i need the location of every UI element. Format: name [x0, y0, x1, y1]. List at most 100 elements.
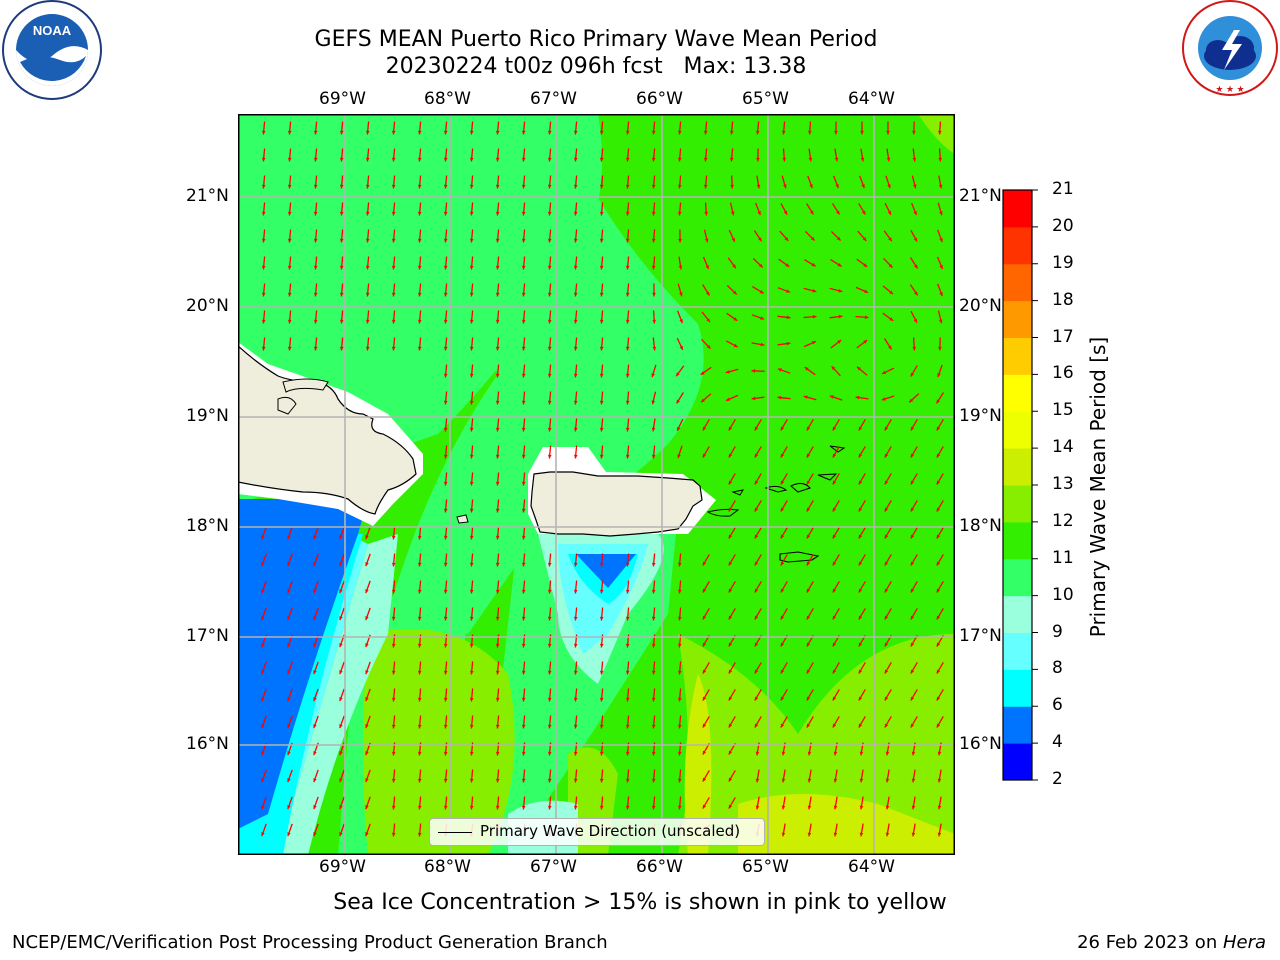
lon-label-top: 69°W — [319, 89, 366, 109]
wave-direction-arrowhead — [573, 427, 578, 432]
wave-direction-arrowhead — [884, 588, 889, 593]
wave-direction-arrowhead — [547, 238, 552, 243]
wave-direction-arrowhead — [884, 615, 889, 620]
wave-direction-arrowhead — [858, 534, 863, 539]
wave-direction-arrowhead — [886, 157, 891, 162]
wave-direction-arrowhead — [911, 805, 916, 810]
wave-direction-arrowhead — [812, 315, 817, 319]
wave-direction-arrowhead — [391, 211, 396, 216]
wave-direction-arrowhead — [651, 562, 656, 567]
wave-direction-arrowhead — [573, 346, 578, 351]
wave-direction-arrowhead — [495, 805, 500, 810]
wave-direction-arrowhead — [521, 616, 526, 621]
wave-direction-arrowhead — [417, 292, 422, 297]
wave-direction-arrowhead — [832, 723, 837, 728]
wave-direction-arrowhead — [365, 562, 369, 567]
wave-direction-arrowhead — [855, 395, 860, 400]
wave-direction-arrowhead — [835, 184, 839, 189]
colorbar-segment — [1003, 374, 1032, 412]
wave-direction-arrowhead — [469, 481, 474, 486]
wave-direction-arrowhead — [651, 589, 656, 594]
wave-direction-arrowhead — [261, 616, 265, 621]
wave-direction-arrowhead — [884, 723, 889, 728]
wave-direction-arrowhead — [911, 832, 916, 837]
wave-direction-arrowhead — [679, 345, 683, 350]
wave-direction-arrowhead — [910, 561, 915, 566]
wave-direction-arrowhead — [521, 130, 526, 135]
wave-direction-arrowhead — [521, 778, 526, 783]
wave-direction-arrowhead — [832, 480, 837, 485]
wave-direction-arrowhead — [261, 643, 265, 648]
colorbar-segment — [1003, 190, 1032, 228]
colorbar-segment — [1003, 300, 1032, 339]
wave-direction-arrowhead — [677, 805, 682, 810]
wave-direction-arrowhead — [495, 427, 500, 432]
wave-direction-arrowhead — [651, 643, 656, 648]
wave-direction-arrowhead — [702, 588, 707, 593]
wave-direction-arrowhead — [495, 292, 500, 297]
wave-direction-arrowhead — [889, 317, 894, 321]
wave-direction-arrowhead — [806, 615, 811, 620]
island-outline — [456, 514, 469, 524]
wave-direction-arrowhead — [495, 778, 500, 783]
wave-direction-arrowhead — [937, 805, 942, 810]
wave-direction-arrowhead — [469, 508, 474, 513]
wave-direction-arrowhead — [781, 805, 786, 810]
field-12-13 — [918, 114, 955, 154]
wave-direction-arrowhead — [782, 157, 786, 162]
wave-direction-arrowhead — [701, 398, 705, 403]
wave-direction-arrowhead — [832, 453, 837, 458]
wave-direction-arrowhead — [573, 238, 578, 243]
wave-direction-arrowhead — [417, 157, 422, 162]
wave-direction-arrowhead — [755, 805, 760, 810]
wave-direction-arrowhead — [287, 535, 291, 540]
wave-direction-arrowhead — [677, 130, 682, 135]
wave-direction-arrowhead — [910, 696, 915, 701]
wave-direction-arrowhead — [521, 697, 526, 702]
wave-direction-arrowhead — [625, 319, 630, 324]
wave-direction-arrowhead — [573, 265, 578, 270]
chart-title-line1: GEFS MEAN Puerto Rico Primary Wave Mean … — [314, 27, 878, 52]
field-4-6 — [576, 554, 636, 588]
wave-direction-arrowhead — [287, 697, 291, 702]
wave-direction-arrowhead — [339, 238, 344, 243]
wave-direction-arrowhead — [858, 588, 863, 593]
wave-direction-arrowhead — [625, 562, 630, 567]
wave-direction-arrowhead — [391, 157, 396, 162]
wave-direction-arrowhead — [888, 263, 893, 268]
wave-direction-arrowhead — [706, 344, 711, 349]
wave-direction-arrowhead — [521, 238, 526, 243]
wave-direction-arrowhead — [599, 373, 604, 378]
wave-direction-arrowhead — [287, 157, 292, 162]
wave-direction-arrowhead — [754, 588, 759, 593]
wave-direction-arrowhead — [728, 588, 733, 593]
wave-direction-arrowhead — [625, 130, 630, 135]
wave-direction-arrowhead — [784, 237, 789, 241]
wave-direction-arrowhead — [313, 562, 317, 567]
wave-direction-arrowhead — [339, 346, 344, 351]
wave-direction-arrowhead — [261, 670, 265, 675]
wave-direction-arrowhead — [728, 642, 733, 647]
wave-direction-arrowhead — [391, 238, 396, 243]
lon-label-bottom: 69°W — [319, 857, 366, 877]
wave-direction-arrowhead — [728, 480, 733, 485]
lon-label-top: 68°W — [424, 89, 471, 109]
wave-direction-arrowhead — [417, 670, 422, 675]
wave-direction-arrowhead — [573, 778, 578, 783]
wave-direction-arrowhead — [909, 398, 914, 403]
footer-branch: NCEP/EMC/Verification Post Processing Pr… — [12, 932, 608, 953]
wave-direction-arrowhead — [391, 319, 396, 324]
wave-direction-arrowhead — [858, 507, 863, 512]
wave-direction-arrowhead — [936, 399, 940, 404]
wave-direction-arrowhead — [469, 184, 474, 189]
wave-direction-arrowhead — [365, 670, 369, 675]
wave-direction-arrowhead — [547, 211, 552, 216]
wave-direction-arrowhead — [861, 210, 866, 215]
lon-label-bottom: 65°W — [742, 857, 789, 877]
wave-direction-arrowhead — [443, 400, 448, 405]
wave-direction-arrowhead — [832, 588, 837, 593]
wave-direction-arrowhead — [469, 724, 474, 729]
wave-direction-arrowhead — [706, 291, 710, 296]
wave-direction-arrowhead — [443, 751, 448, 756]
chart-title-line2: 20230224 t00z 096h fcst Max: 13.38 — [385, 54, 807, 79]
